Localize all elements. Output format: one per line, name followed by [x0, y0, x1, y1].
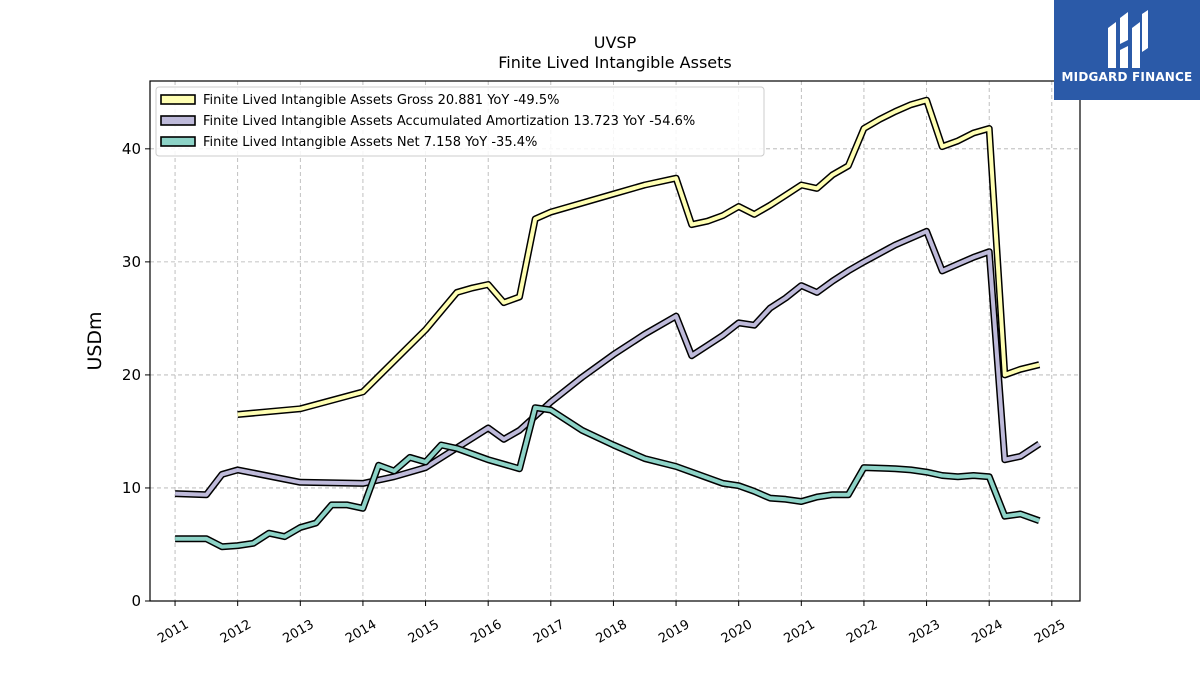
y-tick-label: 0 — [131, 592, 141, 610]
series-line-1 — [175, 229, 1041, 497]
x-tick-label: 2022 — [844, 617, 880, 647]
midgard-logo-icon — [1108, 10, 1148, 68]
legend-label-gross: Finite Lived Intangible Assets Gross 20.… — [203, 93, 559, 108]
x-tick-label: 2011 — [155, 617, 191, 647]
brand-logo: MIDGARD FINANCE — [1054, 0, 1200, 100]
brand-name: MIDGARD FINANCE — [1061, 70, 1193, 84]
legend-label-amortization: Finite Lived Intangible Assets Accumulat… — [203, 114, 695, 129]
series-line-0 — [237, 98, 1040, 417]
x-tick-label: 2018 — [594, 617, 630, 647]
x-tick-label: 2015 — [406, 617, 442, 647]
x-tick-label: 2017 — [531, 617, 567, 647]
legend: Finite Lived Intangible Assets Gross 20.… — [155, 86, 765, 157]
x-tick-label: 2012 — [218, 617, 254, 647]
grid — [150, 81, 1080, 602]
y-axis-label: USDm — [84, 311, 106, 370]
plot-frame — [149, 80, 1081, 602]
x-tick-label: 2021 — [781, 617, 817, 647]
x-tick-label: 2014 — [343, 617, 379, 647]
x-tick-label: 2025 — [1032, 617, 1068, 647]
y-axis: 0 10 20 30 40 — [122, 140, 150, 610]
legend-label-net: Finite Lived Intangible Assets Net 7.158… — [203, 135, 537, 150]
chart-subtitle: Finite Lived Intangible Assets — [498, 53, 731, 72]
chart-title: UVSP — [594, 33, 637, 52]
legend-box — [155, 86, 765, 157]
x-tick-label: 2020 — [719, 617, 755, 647]
legend-swatch-net — [160, 136, 196, 147]
legend-swatch-amortization — [160, 115, 196, 126]
x-tick-label: 2016 — [468, 617, 504, 647]
x-tick-label: 2013 — [280, 617, 316, 647]
y-tick-label: 10 — [122, 479, 141, 497]
y-tick-label: 40 — [122, 140, 141, 158]
x-tick-label: 2024 — [969, 617, 1005, 647]
x-tick-label: 2019 — [656, 617, 692, 647]
x-tick-label: 2023 — [907, 617, 943, 647]
y-tick-label: 30 — [122, 253, 141, 271]
legend-swatch-gross — [160, 94, 196, 105]
series-lines — [174, 96, 1042, 551]
x-axis: 2011 2012 2013 2014 2015 2016 2017 2018 2019 2020… — [155, 601, 1068, 647]
series-outline-1 — [174, 227, 1042, 499]
y-tick-label: 20 — [122, 366, 141, 384]
series-line-2 — [175, 405, 1040, 549]
